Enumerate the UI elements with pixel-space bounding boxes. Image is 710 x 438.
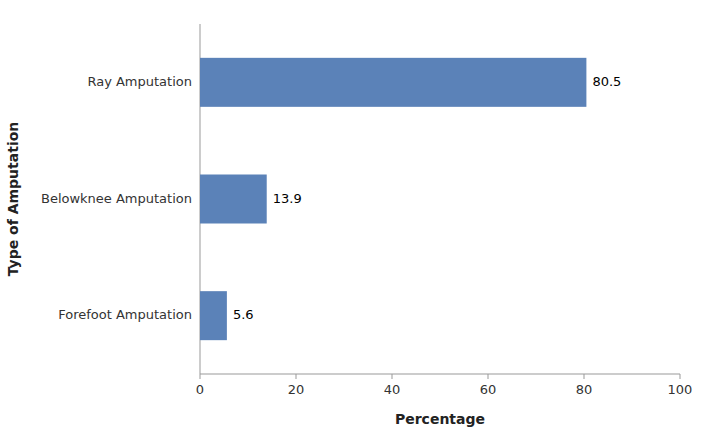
chart-container: 0 20 40 60 80 100 Ray Amputation Belowknee Ampu… [0,0,710,438]
y-tick-label: Belowknee Amputation [41,191,192,206]
bar [200,291,227,340]
x-tick-label: 100 [668,382,693,397]
y-tick-label: Ray Amputation [87,74,192,89]
data-labels: 80.5 13.9 5.6 [233,74,621,322]
y-tick-label: Forefoot Amputation [58,307,192,322]
bars [200,58,586,340]
x-tick [680,374,681,379]
y-axis: Ray Amputation Belowknee Amputation Forefo… [41,74,192,322]
x-tick [296,374,297,379]
chart-svg: 0 20 40 60 80 100 Ray Amputation Belowknee Ampu… [0,0,710,438]
x-axis-title: Percentage [395,411,485,427]
y-axis-title: Type of Amputation [5,122,21,277]
x-tick-label: 40 [384,382,401,397]
x-tick-label: 20 [288,382,305,397]
x-axis: 0 20 40 60 80 100 [196,24,693,397]
data-label: 80.5 [592,74,621,89]
x-tick [200,374,201,379]
bar [200,175,267,224]
x-tick-label: 80 [576,382,593,397]
x-tick [392,374,393,379]
x-tick-label: 0 [196,382,204,397]
x-tick [584,374,585,379]
x-axis-line [200,374,680,375]
data-label: 13.9 [273,191,302,206]
x-tick-label: 60 [480,382,497,397]
data-label: 5.6 [233,307,254,322]
bar [200,58,586,107]
x-tick [488,374,489,379]
